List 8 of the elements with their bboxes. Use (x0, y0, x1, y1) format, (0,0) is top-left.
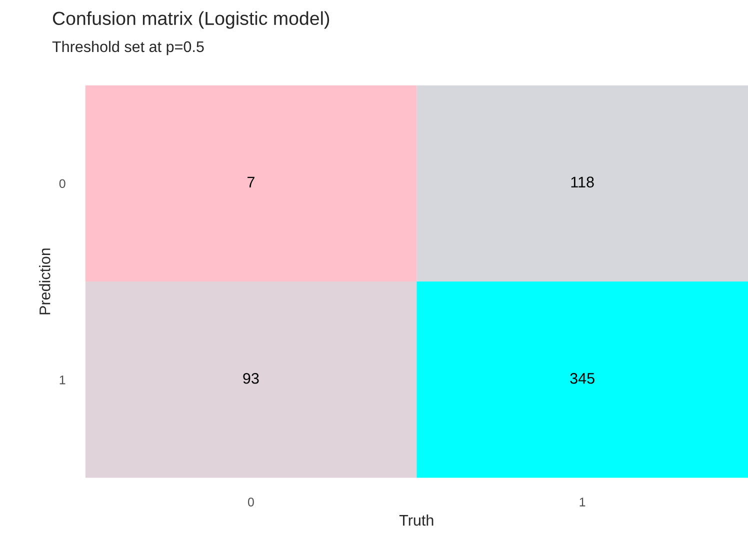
x-axis-title: Truth (399, 514, 434, 526)
data-label: 93 (243, 372, 259, 384)
data-label: 118 (571, 176, 594, 188)
data-label: 7 (247, 176, 254, 188)
chart-title: Confusion matrix (Logistic model) (52, 11, 330, 29)
chart-subtitle: Threshold set at p=0.5 (52, 40, 204, 56)
y-axis-title: Prediction (39, 248, 50, 314)
data-label: 345 (570, 372, 594, 384)
